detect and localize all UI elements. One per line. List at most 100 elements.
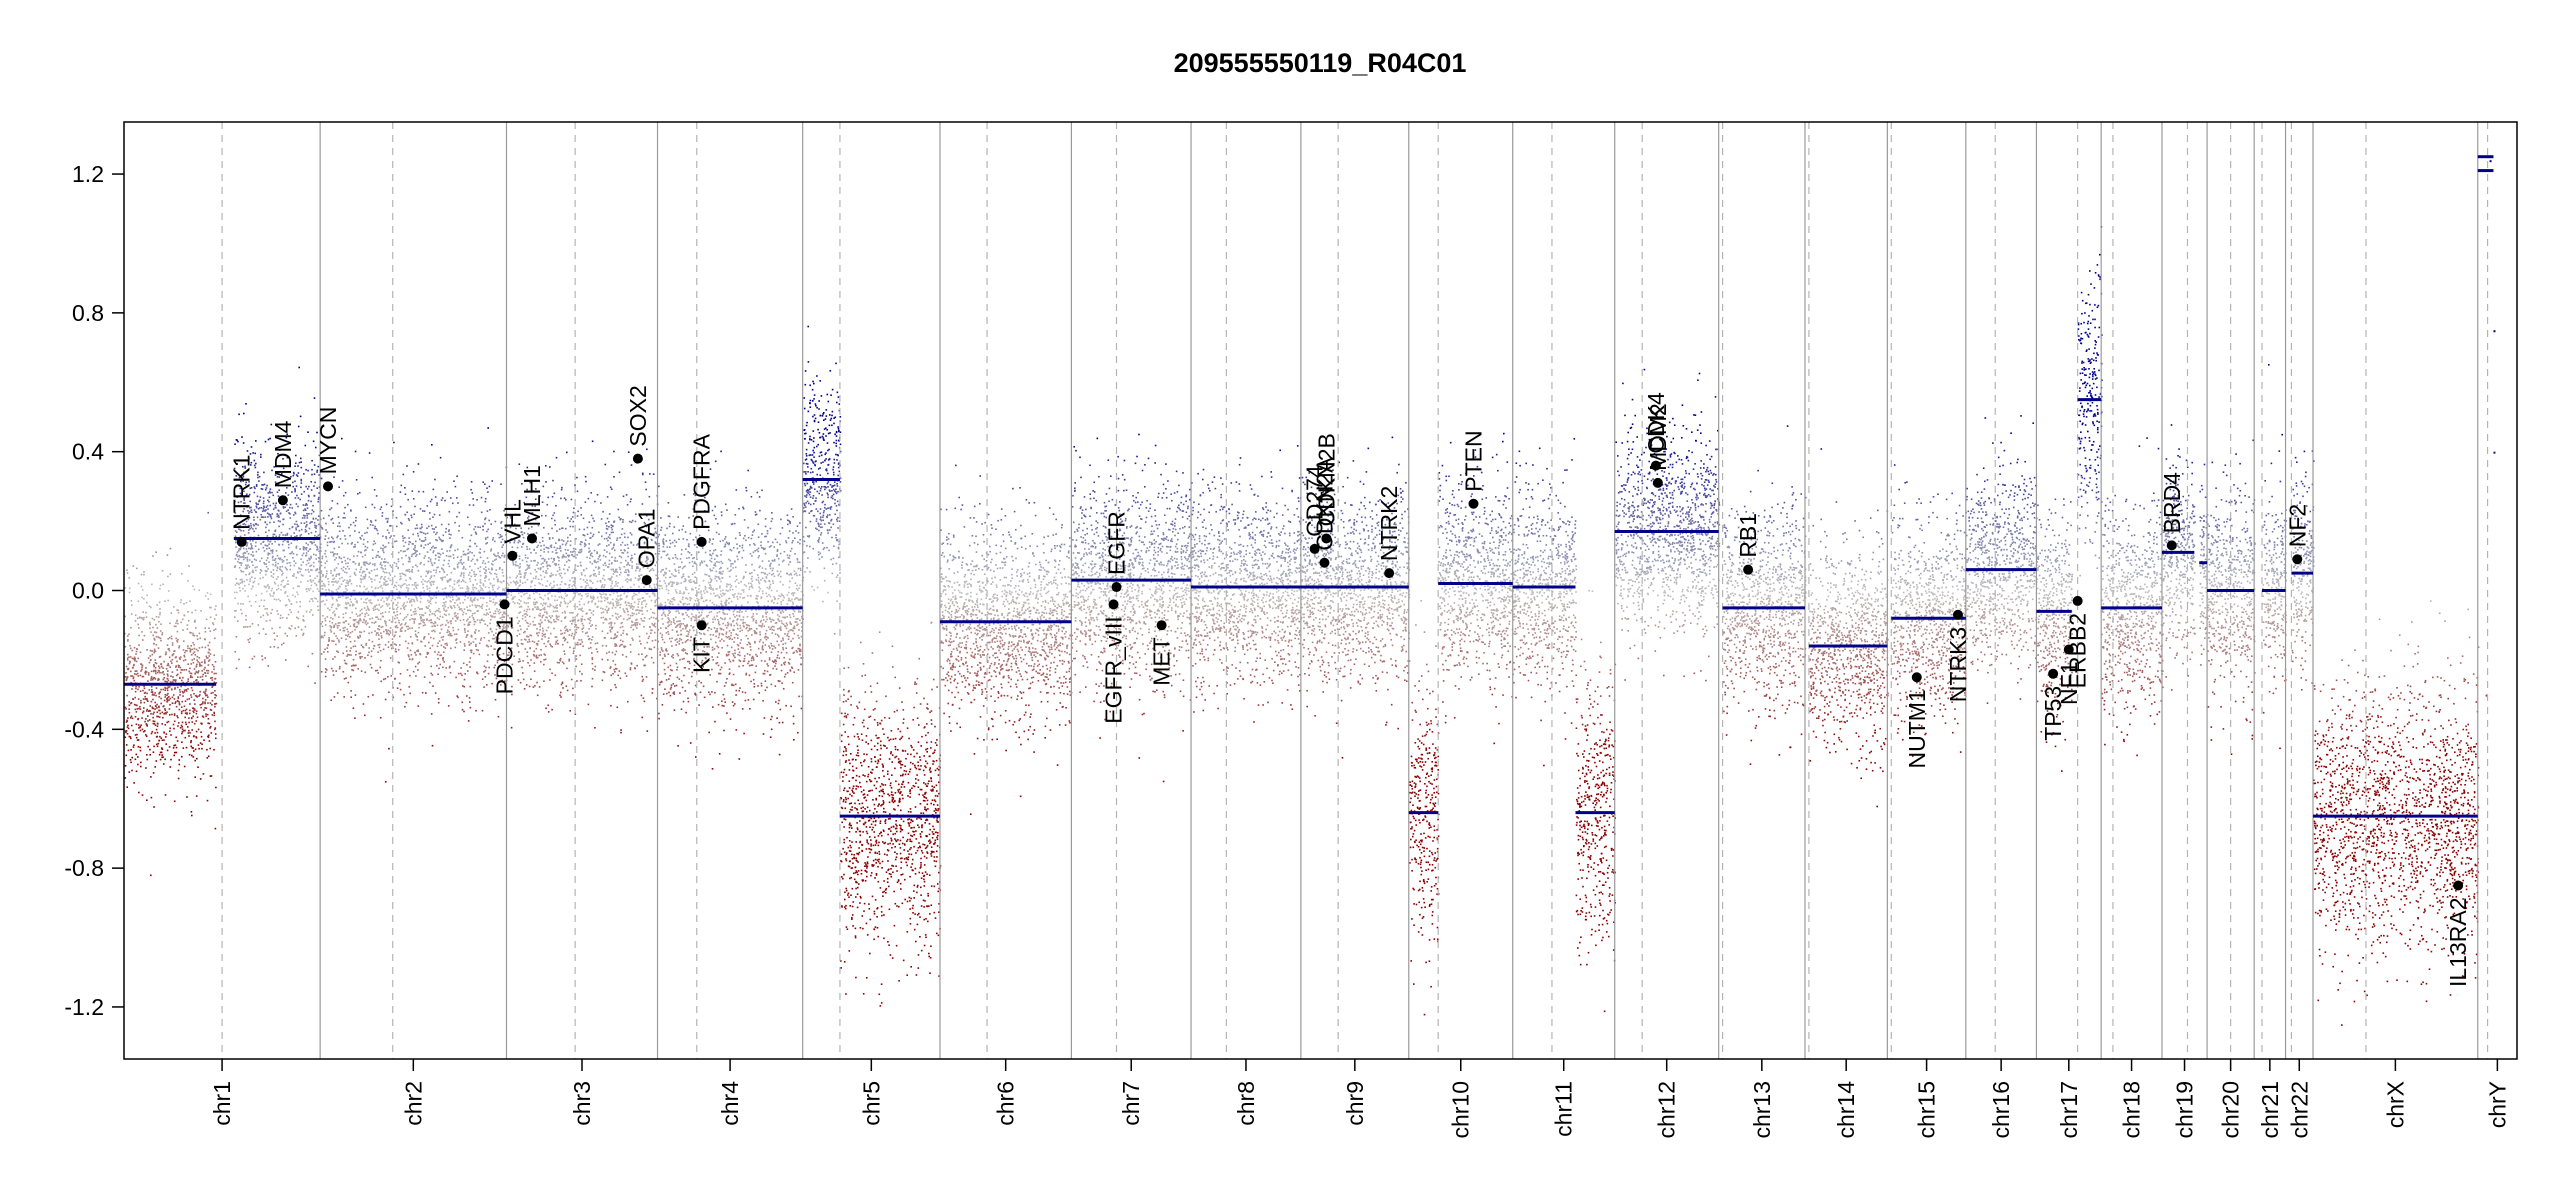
probe-point [286, 487, 288, 489]
probe-point [494, 616, 496, 618]
probe-point [493, 578, 495, 580]
probe-point [184, 649, 187, 652]
probe-point [185, 746, 188, 749]
probe-point [589, 553, 592, 555]
probe-point [276, 476, 279, 478]
probe-point [442, 564, 445, 566]
probe-point [179, 689, 181, 691]
probe-point [651, 629, 653, 632]
probe-point [600, 607, 602, 609]
probe-point [406, 511, 408, 514]
probe-point [195, 666, 198, 668]
probe-point [299, 570, 302, 573]
probe-point [588, 547, 590, 550]
probe-point [474, 632, 476, 634]
probe-point [370, 650, 373, 652]
probe-point [165, 651, 167, 654]
probe-point [306, 507, 309, 509]
probe-point [237, 440, 239, 443]
probe-point [653, 612, 656, 615]
probe-point [449, 578, 452, 580]
probe-point [608, 563, 610, 566]
probe-point [333, 547, 336, 550]
probe-point [307, 499, 310, 502]
probe-point [236, 462, 238, 465]
probe-point [365, 642, 368, 645]
probe-point [357, 623, 360, 625]
probe-point [137, 763, 139, 766]
probe-point [559, 547, 562, 549]
probe-point [398, 622, 400, 624]
probe-point [358, 562, 360, 565]
probe-point [385, 536, 387, 538]
probe-point [366, 518, 369, 521]
probe-point [131, 769, 133, 772]
probe-point [171, 642, 174, 644]
probe-point [126, 659, 129, 661]
probe-point [374, 575, 377, 577]
probe-point [336, 600, 338, 602]
probe-point [436, 539, 438, 542]
probe-point [190, 654, 193, 656]
probe-point [193, 681, 195, 683]
probe-point [516, 546, 519, 549]
probe-point [243, 580, 245, 583]
probe-point [469, 701, 471, 703]
probe-point [261, 516, 263, 518]
probe-point [336, 624, 339, 627]
probe-point [495, 628, 498, 631]
probe-point [188, 735, 190, 737]
probe-point [615, 650, 618, 653]
probe-point [345, 597, 347, 600]
probe-point [417, 649, 419, 652]
probe-point [417, 570, 420, 572]
probe-point [345, 606, 348, 609]
probe-point [542, 562, 544, 564]
probe-point [576, 614, 578, 617]
probe-point [339, 622, 341, 624]
probe-point [432, 637, 435, 640]
probe-point [183, 669, 186, 671]
probe-point [361, 656, 363, 658]
probe-point [429, 596, 432, 599]
probe-point [483, 671, 485, 673]
probe-point [389, 630, 391, 632]
probe-point [154, 639, 156, 641]
probe-point [254, 545, 257, 547]
probe-point [395, 581, 398, 584]
probe-point [532, 686, 535, 688]
probe-point [456, 556, 459, 558]
probe-point [338, 641, 340, 643]
probe-point [173, 679, 176, 681]
probe-point [416, 554, 418, 556]
probe-point [282, 523, 284, 526]
probe-point [589, 532, 592, 534]
probe-point [142, 675, 145, 678]
probe-point [504, 680, 506, 682]
probe-point [550, 632, 552, 635]
probe-point [603, 569, 605, 571]
probe-point [261, 484, 263, 486]
probe-point [300, 628, 303, 631]
probe-point [408, 556, 410, 559]
probe-point [394, 634, 396, 637]
probe-point [323, 584, 326, 587]
probe-point [389, 657, 392, 659]
probe-point [332, 522, 334, 524]
probe-point [300, 486, 302, 489]
probe-point [253, 516, 255, 519]
probe-point [395, 608, 398, 610]
probe-point [317, 548, 319, 550]
probe-point [389, 607, 391, 610]
probe-point [622, 608, 625, 610]
probe-point [360, 644, 363, 646]
probe-point [438, 556, 441, 559]
probe-point [526, 548, 528, 550]
probe-point [277, 584, 280, 587]
probe-point [255, 462, 257, 465]
probe-point [197, 670, 200, 672]
probe-point [130, 737, 132, 740]
probe-point [454, 646, 457, 649]
probe-point [167, 675, 169, 677]
probe-point [249, 578, 251, 580]
